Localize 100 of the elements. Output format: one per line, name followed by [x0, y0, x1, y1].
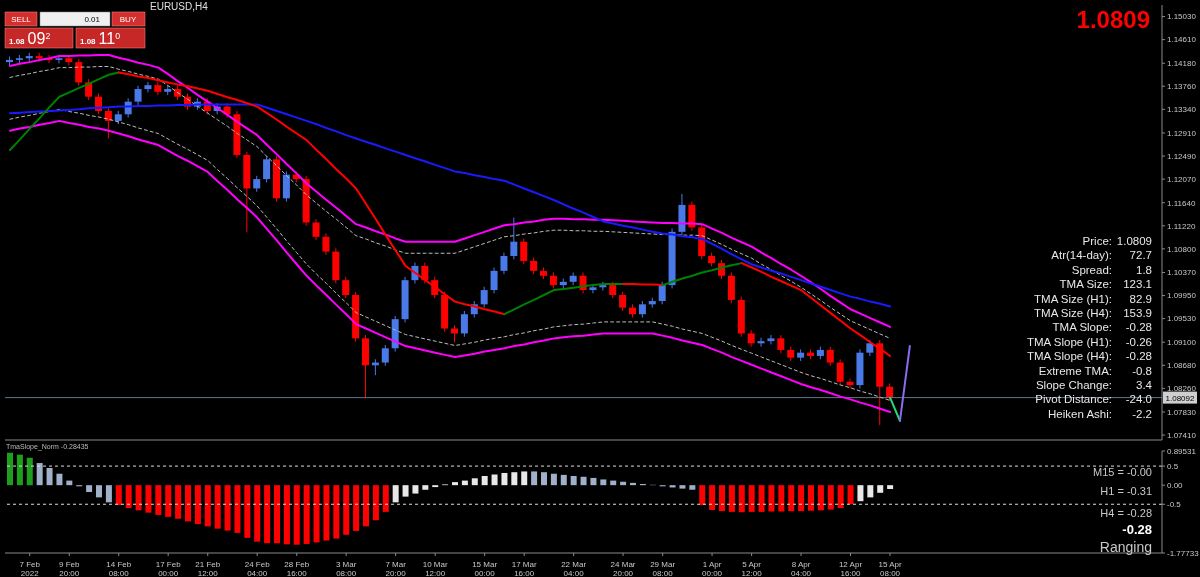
text: Slope Change: 3.4	[1035, 379, 1152, 391]
candlestick	[342, 276, 350, 299]
bar	[728, 485, 735, 512]
x-tick-label: 10 Mar 12:00	[422, 560, 448, 577]
candlestick	[322, 232, 330, 256]
bar	[699, 485, 706, 506]
annotation: TMA Slope (H1): -0.26	[1027, 335, 1152, 348]
annotation: TMA Slope (H4): -0.28	[1027, 350, 1152, 363]
annotation: SELL	[11, 15, 32, 24]
y-tick-label: 1.12070	[1167, 174, 1197, 184]
candlestick	[826, 346, 834, 367]
text: TMA Size (H1): 82.9	[1034, 292, 1152, 305]
bar	[86, 485, 93, 493]
x-tick-label: 17 Mar 16:00	[511, 560, 537, 577]
bar	[452, 482, 458, 486]
bar	[135, 485, 142, 511]
bar	[363, 485, 369, 527]
bar	[887, 485, 894, 489]
bar	[511, 472, 518, 486]
candlestick	[757, 337, 765, 348]
bar	[155, 485, 162, 515]
bar	[768, 485, 775, 512]
bar	[115, 485, 122, 506]
annotation: BUY	[119, 15, 137, 24]
y-tick-label: 1.13760	[1167, 82, 1197, 92]
y-tick-label: 1.12490	[1167, 151, 1197, 161]
x-tick-label: 15 Mar 00:00	[472, 560, 498, 577]
annotation: M15 = -0.00	[1092, 466, 1152, 478]
y-tick-label: -0.5	[1167, 500, 1182, 510]
bar	[36, 463, 43, 486]
y-tick-label: 1.07410	[1167, 430, 1197, 440]
bar	[877, 485, 884, 493]
bar	[817, 485, 824, 511]
bar	[550, 473, 557, 486]
bar	[303, 485, 310, 544]
y-tick-label: 0.89531	[1167, 446, 1197, 456]
annotation: TMA Size: 123.1	[1059, 278, 1152, 291]
text: Atr(14-day): 72.7	[1051, 249, 1152, 262]
text: Heiken Ashi: -2.2	[1048, 407, 1152, 420]
bar	[798, 485, 805, 512]
bar	[16, 454, 23, 486]
bar	[719, 485, 725, 512]
bar	[758, 485, 765, 512]
bar	[244, 485, 251, 538]
y-tick-label: 1.12910	[1167, 128, 1197, 138]
bar	[422, 485, 429, 490]
annotation: 1.08 09$^{2}$	[9, 30, 51, 47]
bar	[224, 485, 231, 531]
bar	[580, 476, 587, 486]
x-tick-label: 17 Feb 00:00	[155, 560, 182, 577]
y-tick-label: 1.14610	[1167, 35, 1197, 45]
bar	[847, 485, 854, 505]
bar	[402, 485, 409, 497]
annotation: H1 = -0.31	[1100, 485, 1152, 497]
bar	[857, 485, 864, 502]
y-tick-label: -1.77733	[1167, 548, 1200, 558]
annotation: TMA Slope: -0.28	[1052, 321, 1152, 334]
x-tick-label: 22 Mar 04:00	[561, 560, 587, 577]
bar	[679, 485, 686, 489]
bar	[372, 485, 379, 521]
candlestick	[490, 267, 498, 294]
x-tick-label: 28 Feb 16:00	[284, 560, 310, 577]
candlestick	[312, 218, 320, 241]
annotation: -0.28	[1122, 522, 1152, 537]
bar	[481, 476, 488, 486]
y-tick-label: 1.09530	[1167, 314, 1197, 324]
y-tick-label: 1.09100	[1167, 338, 1197, 348]
candlestick	[104, 107, 112, 139]
bar	[491, 474, 498, 486]
y-tick-label: 0.5	[1167, 461, 1179, 471]
x-tick-label: 21 Feb 12:00	[195, 560, 221, 577]
bar	[333, 485, 340, 539]
x-tick-label: 15 Apr 08:00	[878, 560, 902, 577]
bar	[293, 485, 300, 545]
candlestick	[134, 85, 142, 106]
candlestick	[460, 310, 468, 338]
y-tick-label: 1.09950	[1167, 291, 1197, 301]
candlestick	[55, 54, 63, 64]
bar	[185, 485, 191, 522]
x-tick-label: 24 Feb 04:00	[244, 560, 271, 577]
bar	[283, 485, 290, 545]
x-tick-label: 5 Apr 12:00	[741, 560, 763, 577]
bar	[165, 485, 172, 517]
bar	[531, 471, 538, 486]
y-tick-label: 1.07830	[1167, 407, 1197, 417]
candlestick	[520, 237, 528, 265]
text: Extreme TMA: -0.8	[1038, 364, 1152, 377]
annotation: TMA Size (H4): 153.9	[1034, 307, 1152, 319]
bar	[412, 485, 419, 494]
bar	[323, 485, 330, 541]
candlestick	[480, 286, 488, 309]
annotation: Ranging	[1099, 539, 1152, 555]
bar	[204, 485, 211, 527]
bar	[600, 479, 607, 486]
y-tick-label: 1.11220	[1167, 221, 1196, 231]
bar	[590, 477, 597, 486]
candlestick	[75, 58, 83, 87]
bar	[392, 485, 399, 503]
bar	[778, 485, 785, 512]
bar	[837, 485, 844, 509]
